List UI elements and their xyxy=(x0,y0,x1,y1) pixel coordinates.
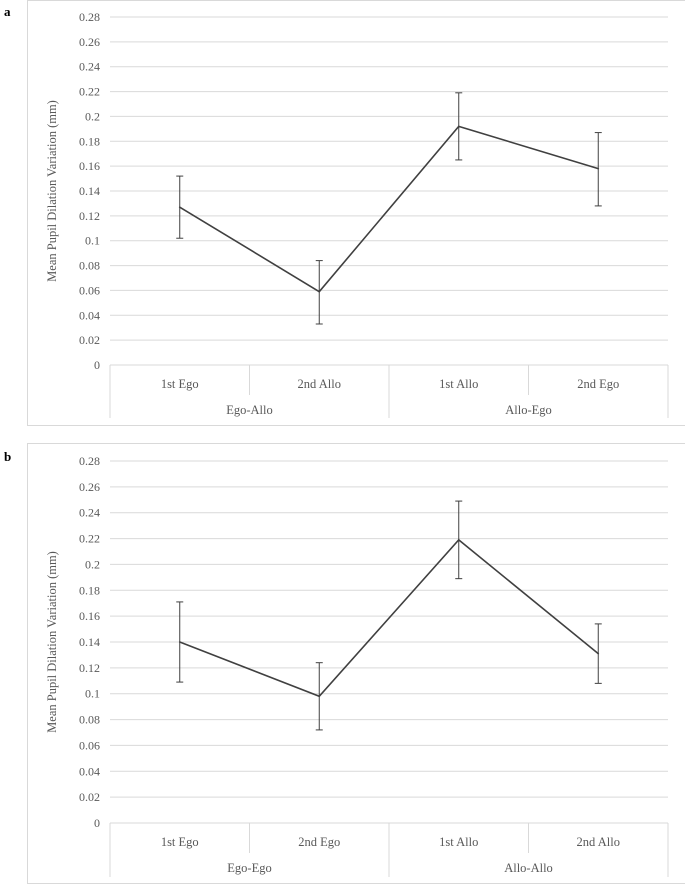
y-tick-label: 0.26 xyxy=(79,35,100,49)
y-tick-label: 0.08 xyxy=(79,259,100,273)
y-tick-label: 0.02 xyxy=(79,790,100,804)
x-group-label: Ego-Ego xyxy=(227,861,271,875)
x-category-label: 1st Allo xyxy=(439,377,478,391)
y-tick-label: 0.28 xyxy=(79,454,100,468)
data-point xyxy=(178,206,181,208)
y-tick-label: 0.2 xyxy=(85,109,100,123)
series-line xyxy=(179,538,599,698)
y-tick-label: 0.18 xyxy=(79,134,100,148)
x-category-label: 2nd Ego xyxy=(298,835,340,849)
y-tick-label: 0.26 xyxy=(79,480,100,494)
data-point xyxy=(457,539,460,541)
y-tick-label: 0.16 xyxy=(79,609,100,623)
chart-panel-b: 0 0.02 0.04 0.06 0.08 0.1 0.12 0.14 0.16 0.18 0.2 0… xyxy=(27,443,685,884)
y-tick-label: 0.04 xyxy=(79,308,100,322)
data-point xyxy=(597,167,600,170)
y-tick-label: 0.24 xyxy=(79,60,100,74)
y-tick-label: 0 xyxy=(94,358,100,372)
y-tick-label: 0.22 xyxy=(79,532,100,546)
y-tick-label: 0.24 xyxy=(79,506,100,520)
data-point xyxy=(597,652,600,655)
x-category-label: 2nd Allo xyxy=(577,835,620,849)
panel-label-b: b xyxy=(4,449,12,464)
y-tick-label: 0.18 xyxy=(79,583,100,597)
y-axis-title: Mean Pupil Dilation Variation (mm) xyxy=(45,551,59,733)
y-tick-label: 0.16 xyxy=(79,159,100,173)
y-tick-label: 0.04 xyxy=(79,764,100,778)
y-tick-label: 0.2 xyxy=(85,557,100,571)
x-category-label: 2nd Allo xyxy=(298,377,341,391)
chart-panel-a: 0 0.02 0.04 0.06 0.08 0.1 0.12 0.14 0.16 0.18 0.2 0… xyxy=(27,0,685,426)
y-tick-label: 0.02 xyxy=(79,333,100,347)
y-tick-label: 0 xyxy=(94,816,100,830)
y-tick-label: 0.06 xyxy=(79,738,100,752)
y-tick-label: 0.12 xyxy=(79,661,100,675)
y-tick-label: 0.06 xyxy=(79,283,100,297)
data-point xyxy=(318,695,321,698)
y-axis-title: Mean Pupil Dilation Variation (mm) xyxy=(45,100,59,282)
data-point xyxy=(318,290,321,293)
x-group-label: Allo-Allo xyxy=(504,861,553,875)
y-tick-label: 0.14 xyxy=(79,184,100,198)
series-line xyxy=(179,125,599,293)
line-chart-a: 0 0.02 0.04 0.06 0.08 0.1 0.12 0.14 0.16 0.18 0.2 0… xyxy=(45,10,669,418)
x-group-label: Allo-Ego xyxy=(505,403,552,417)
y-tick-label: 0.22 xyxy=(79,85,100,99)
x-group-label: Ego-Allo xyxy=(226,403,273,417)
y-tick-label: 0.08 xyxy=(79,713,100,727)
line-chart-b: 0 0.02 0.04 0.06 0.08 0.1 0.12 0.14 0.16 0.18 0.2 0… xyxy=(45,454,669,877)
panel-label-a: a xyxy=(4,4,11,19)
y-tick-label: 0.28 xyxy=(79,10,100,24)
x-category-label: 1st Allo xyxy=(439,835,478,849)
data-point xyxy=(457,125,460,128)
x-category-label: 1st Ego xyxy=(161,835,199,849)
x-category-label: 1st Ego xyxy=(161,377,199,391)
y-tick-label: 0.14 xyxy=(79,635,100,649)
y-tick-label: 0.12 xyxy=(79,209,100,223)
x-category-label: 2nd Ego xyxy=(577,377,619,391)
y-tick-label: 0.1 xyxy=(85,687,100,701)
y-tick-label: 0.1 xyxy=(85,234,100,248)
data-point xyxy=(178,641,181,643)
